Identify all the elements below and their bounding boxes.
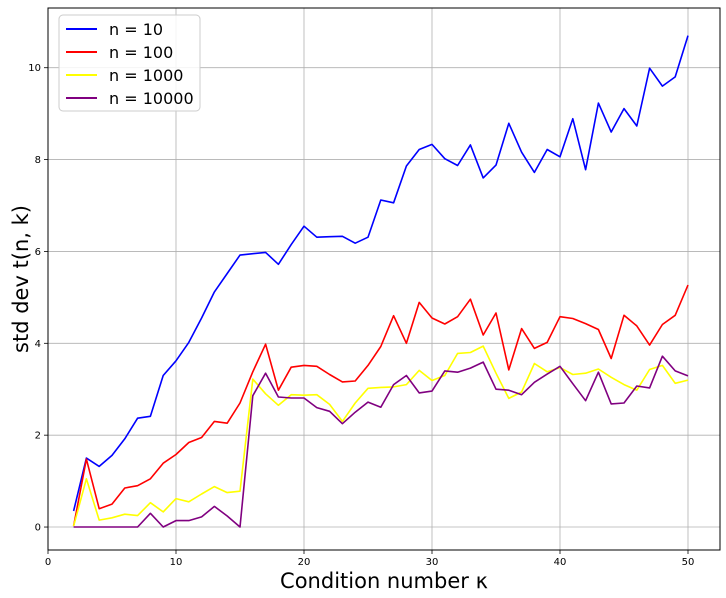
y-tick-label: 6 [35, 247, 41, 258]
legend-label: n = 10000 [109, 89, 194, 108]
y-tick-label: 0 [35, 523, 41, 534]
x-tick-label: 20 [298, 557, 311, 568]
x-axis: 0 10 20 30 40 50 [45, 550, 695, 568]
legend-label: n = 1000 [109, 66, 183, 85]
x-tick-label: 40 [554, 557, 567, 568]
x-tick-label: 10 [170, 557, 183, 568]
plot-frame [47, 7, 721, 551]
series-line-3 [72, 345, 689, 527]
x-tick-label: 30 [426, 557, 439, 568]
y-axis-title: std dev t(n, k) [9, 205, 33, 353]
y-axis: 0 2 4 6 8 10 [28, 63, 48, 534]
y-tick-label: 4 [35, 339, 41, 350]
grid-lines [47, 8, 720, 550]
series-line-2 [72, 284, 689, 527]
series-layer [72, 35, 689, 528]
legend-label: n = 10 [109, 20, 163, 39]
y-tick-label: 8 [35, 155, 41, 166]
y-tick-label: 2 [35, 431, 41, 442]
y-tick-label: 10 [28, 63, 41, 74]
series-line-4 [73, 355, 689, 528]
legend: n = 10 n = 100 n = 1000 n = 10000 [58, 14, 201, 112]
series-line-1 [72, 35, 689, 512]
x-axis-title: Condition number κ [280, 569, 488, 593]
x-tick-label: 50 [682, 557, 695, 568]
x-tick-label: 0 [45, 557, 51, 568]
legend-label: n = 100 [109, 43, 173, 62]
legend-box [58, 14, 201, 112]
